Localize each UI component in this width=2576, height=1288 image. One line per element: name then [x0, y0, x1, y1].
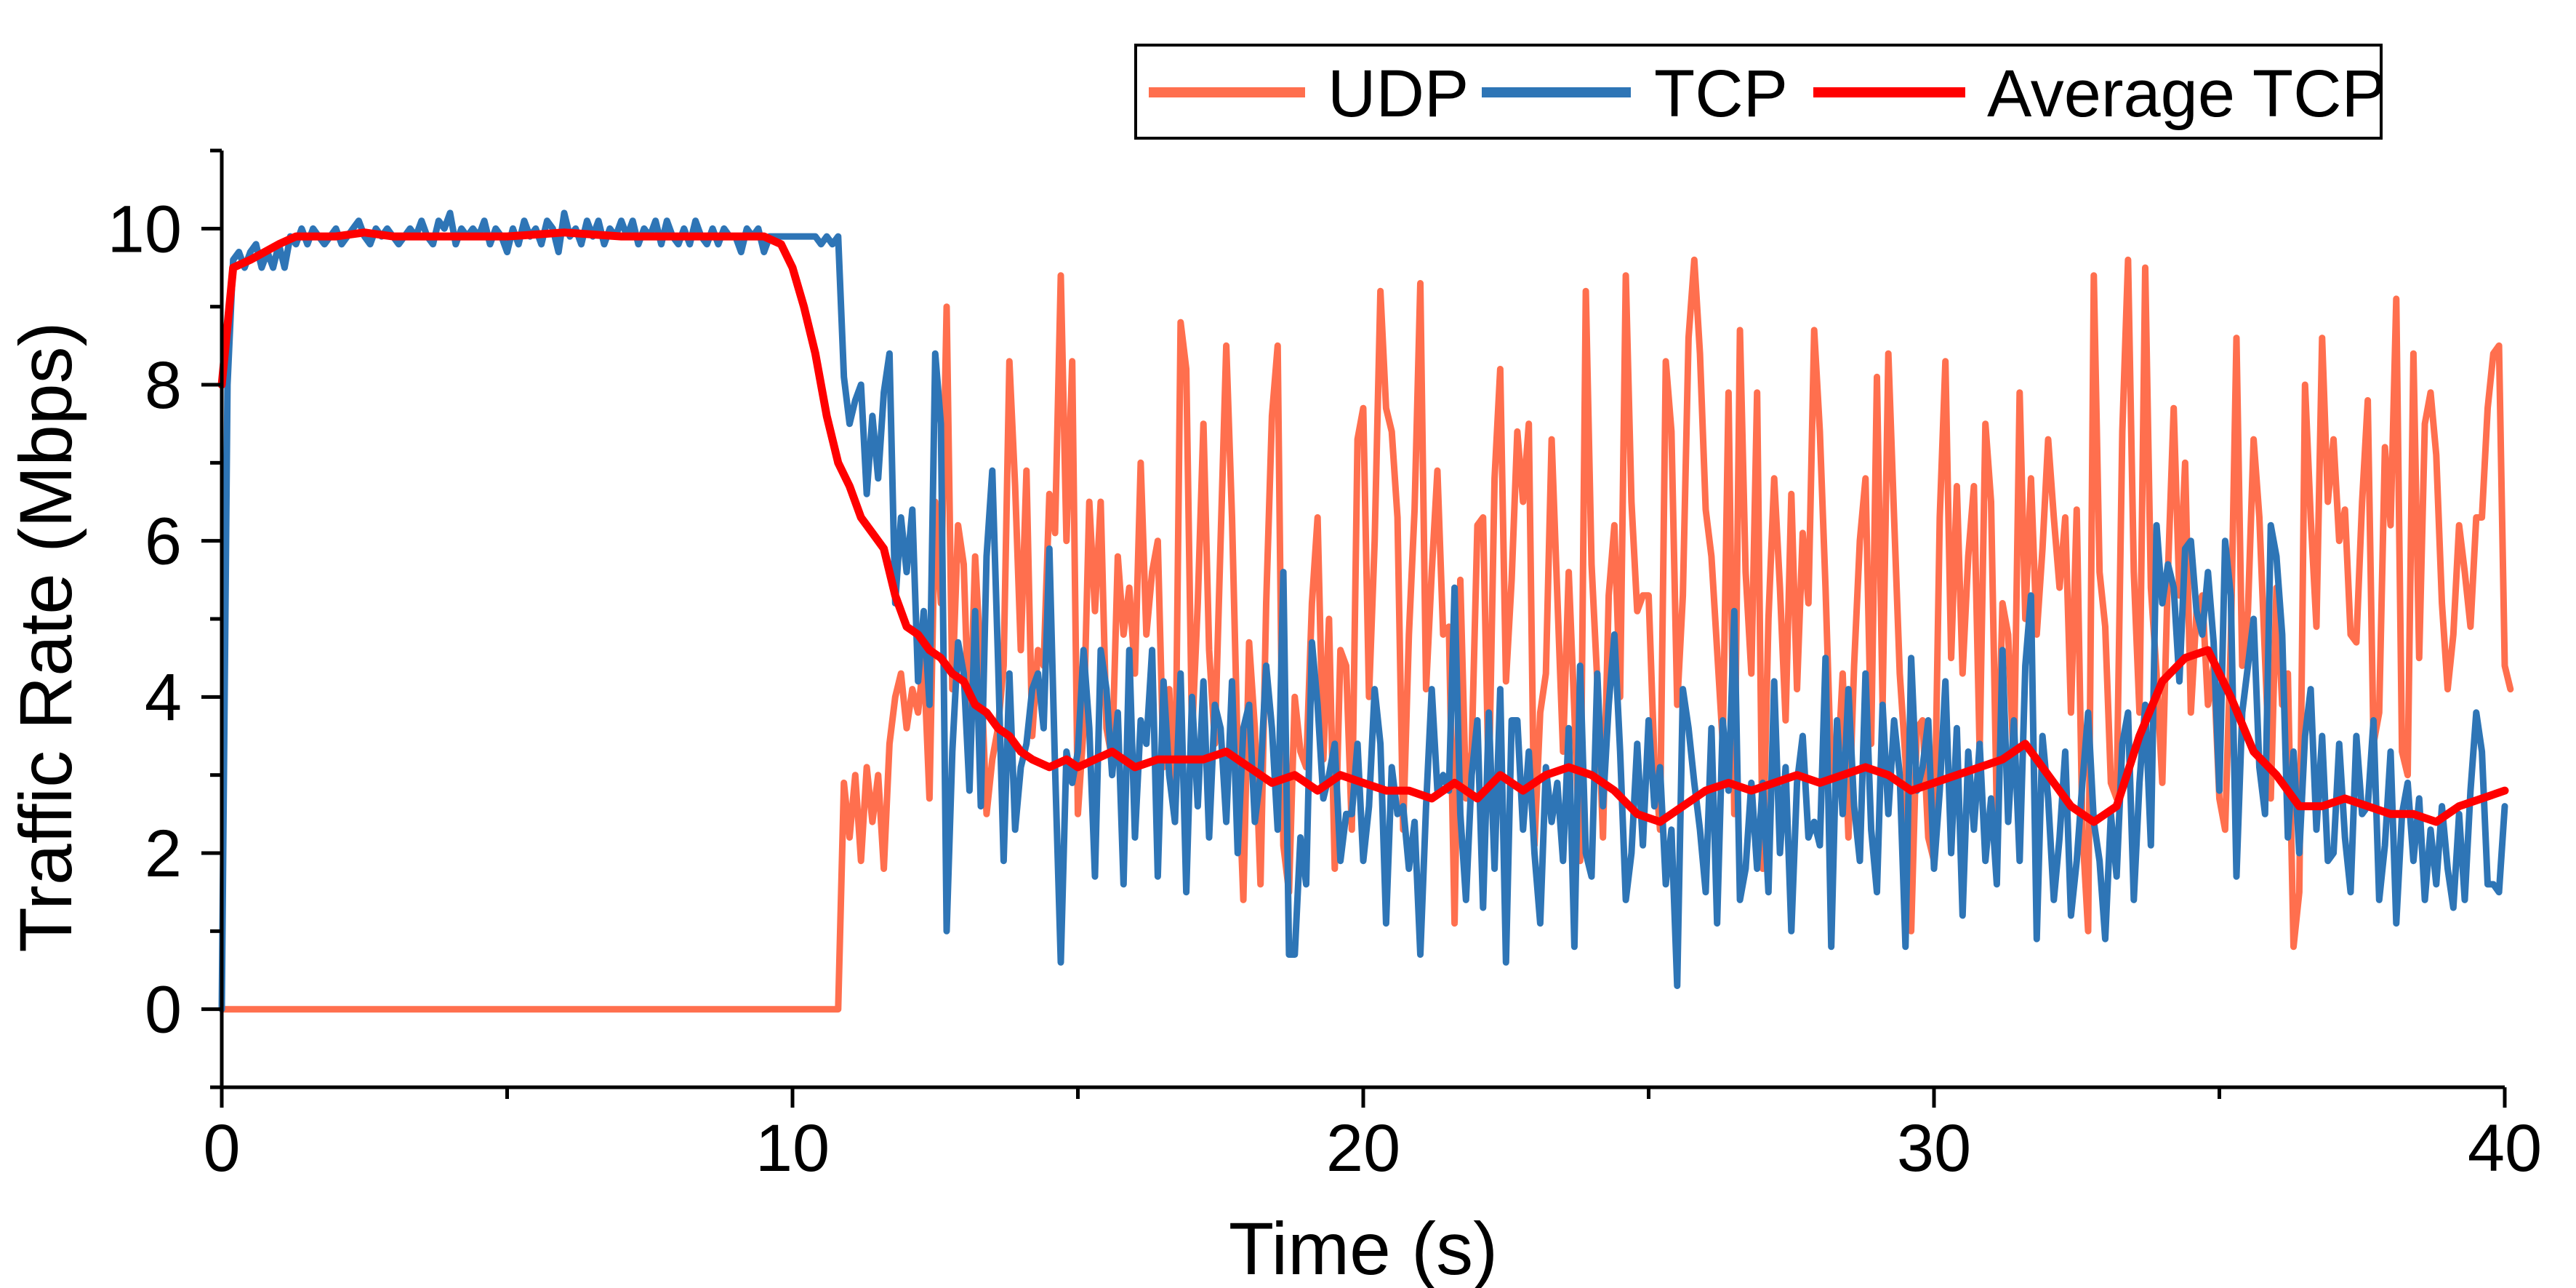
- series-layer: [217, 209, 2514, 1013]
- y-tick-label: 4: [145, 660, 182, 735]
- tick-labels: 0 10 20 30 40 0 2 4 6 8 10: [108, 192, 2543, 1185]
- x-tick-label: 40: [2468, 1111, 2542, 1185]
- legend-label-average-tcp: Average TCP: [1987, 57, 2386, 131]
- legend: UDP TCP Average TCP: [1134, 44, 2386, 140]
- series-line-average-tcp: [217, 228, 2509, 826]
- legend-box: [1134, 44, 2383, 140]
- y-axis-label: Traffic Rate (Mbps): [4, 321, 87, 952]
- x-tick-label: 30: [1897, 1111, 1971, 1185]
- axes: [201, 148, 2507, 1108]
- series-line-tcp: [218, 209, 2508, 1013]
- x-tick-label: 0: [203, 1111, 240, 1185]
- y-tick-label: 8: [145, 348, 182, 423]
- legend-label-udp: UDP: [1328, 57, 1469, 131]
- x-tick-label: 20: [1326, 1111, 1400, 1185]
- y-tick-label: 0: [145, 973, 182, 1047]
- y-tick-label: 10: [108, 192, 182, 266]
- x-tick-label: 10: [755, 1111, 830, 1185]
- y-tick-label: 2: [145, 817, 182, 891]
- y-tick-label: 6: [145, 505, 182, 579]
- x-axis-label: Time (s): [1229, 1207, 1498, 1288]
- legend-label-tcp: TCP: [1654, 57, 1788, 131]
- series-line-udp: [218, 256, 2514, 1013]
